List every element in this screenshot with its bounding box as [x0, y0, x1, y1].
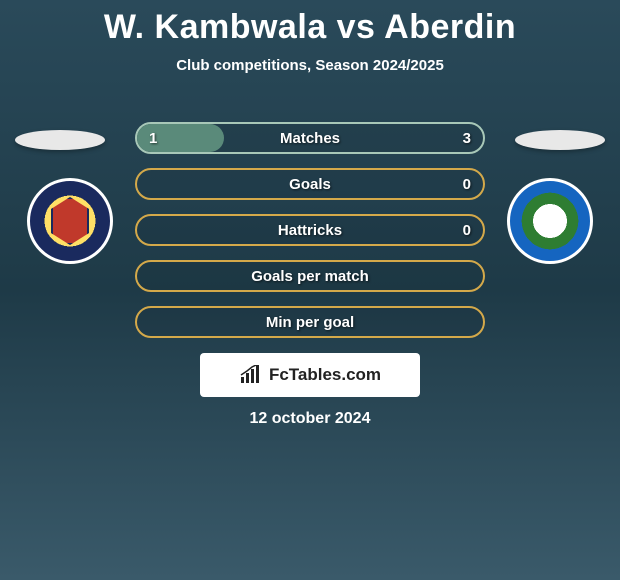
chart-icon [239, 365, 263, 385]
date-text: 12 october 2024 [0, 410, 620, 428]
stat-label: Goals [137, 176, 483, 193]
club-badge-left [27, 178, 113, 264]
player-shadow-left [15, 130, 105, 150]
brand-box[interactable]: FcTables.com [200, 353, 420, 397]
brand-text: FcTables.com [269, 365, 381, 385]
page-subtitle: Club competitions, Season 2024/2025 [0, 57, 620, 74]
stat-row-min-per-goal: Min per goal [135, 306, 485, 338]
stat-row-hattricks: Hattricks 0 [135, 214, 485, 246]
stat-row-goals-per-match: Goals per match [135, 260, 485, 292]
stat-right-value: 0 [463, 176, 471, 193]
stat-right-value: 3 [463, 130, 471, 147]
stat-label: Hattricks [137, 222, 483, 239]
stats-container: 1 Matches 3 Goals 0 Hattricks 0 Goals pe… [135, 122, 485, 352]
page-title: W. Kambwala vs Aberdin [0, 0, 620, 47]
stat-row-goals: Goals 0 [135, 168, 485, 200]
stat-row-matches: 1 Matches 3 [135, 122, 485, 154]
player-shadow-right [515, 130, 605, 150]
stat-right-value: 0 [463, 222, 471, 239]
stat-label: Min per goal [137, 314, 483, 331]
club-badge-right [507, 178, 593, 264]
stat-label: Goals per match [137, 268, 483, 285]
stat-label: Matches [137, 130, 483, 147]
